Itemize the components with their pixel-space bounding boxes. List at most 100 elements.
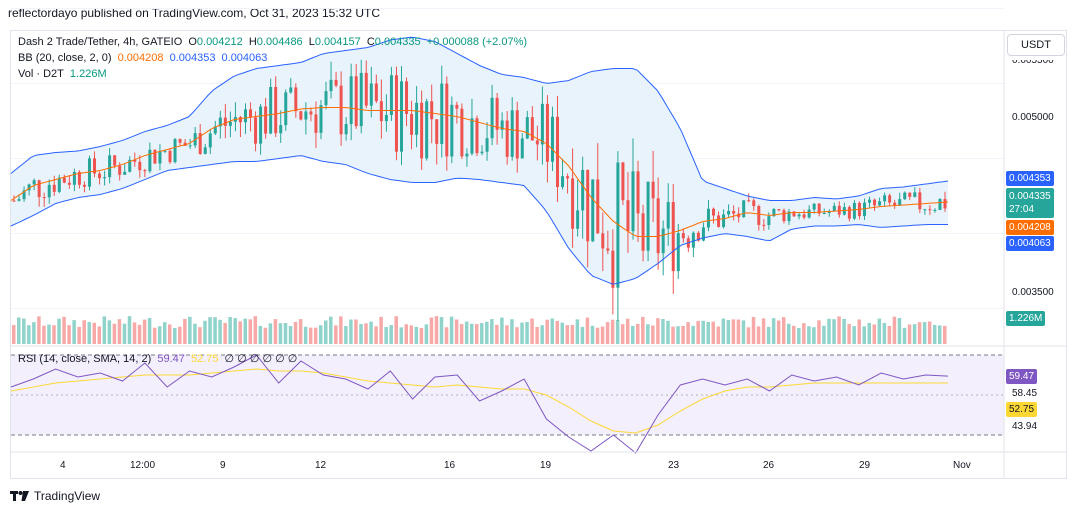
volume-bar [822,325,826,344]
volume-bar [580,326,585,344]
volume-bar [575,319,580,344]
volume-bar [268,323,273,344]
volume-bar [72,320,76,344]
legend-rsi-label: RSI (14, close, SMA, 14, 2) [18,353,152,365]
volume-bar [449,316,454,344]
volume-bar [27,325,31,344]
volume-bar [686,322,690,344]
bb-lower-line [10,155,948,285]
volume-bar [238,321,242,344]
volume-bar [786,323,791,344]
candle-body [626,200,630,232]
volume-bar [560,322,565,344]
candle-body [636,171,640,214]
candle-body [52,184,56,192]
volume-bar [364,323,368,344]
volume-bar [308,327,313,344]
volume-bar [555,320,560,344]
volume-bar [505,325,509,344]
candle-body [696,232,700,241]
volume-bar [656,318,660,344]
candle-body [933,209,937,211]
volume-bar [882,322,887,344]
volume-bar [746,327,751,344]
volume-bar [112,323,117,344]
candle-body [279,125,283,134]
rsi-tick-upper: 58.45 [1012,388,1038,399]
candle-body [465,153,469,157]
volume-bar [263,327,268,344]
price-tick-3500: 0.003500 [1012,287,1054,298]
volume-bar [651,325,655,344]
candle-body [747,200,751,202]
candle-body [324,91,328,106]
volume-bar [792,325,796,344]
candle-body [510,110,514,157]
candle-body [883,195,887,202]
candle-body [369,83,373,106]
candle-body [158,150,162,164]
candle-body [586,169,590,242]
volume-bar [127,316,132,344]
bb-upper-price-label: 0.004353 [1006,171,1054,186]
volume-bar [193,323,197,344]
legend-change: +0.000088 (+2.07%) [426,36,528,48]
volume-bar [932,324,937,344]
volume-bar [162,322,167,344]
volume-bar [585,317,590,344]
candle-body [420,102,424,159]
volume-bar [223,323,227,344]
volume-bar [741,320,746,344]
candle-body [535,140,539,145]
candle-body [722,214,726,227]
volume-bar [389,325,393,344]
candle-body [742,200,746,218]
bb-basis-price-label: 0.004208 [1006,220,1054,235]
candle-body [727,210,731,215]
candle-body [852,202,856,219]
volume-bar [208,317,212,344]
candle-body [42,197,46,199]
candle-body [530,117,534,141]
volume-bar [781,317,786,344]
volume-bar [812,327,816,344]
candle-body [812,203,816,210]
candle-body [908,192,912,197]
volume-bar [379,316,383,344]
candle-body [113,155,117,166]
candle-body [450,104,454,157]
candle-body [807,209,811,218]
volume-bar [359,323,363,344]
volume-bar [706,321,710,344]
candle-body [837,205,841,215]
rsi-line [10,354,949,454]
volume-bar [545,319,549,344]
volume-bar [374,326,378,344]
volume-bar [766,326,771,344]
candle-body [767,216,771,226]
currency-button[interactable]: USDT [1007,34,1065,56]
time-tick: 26 [763,460,775,471]
volume-bar [273,319,278,344]
candle-body [737,213,741,218]
volume-bar [178,326,182,344]
volume-bar [409,325,414,344]
volume-bar [439,317,444,344]
rsi-tick-lower: 43.94 [1012,421,1038,432]
candle-body [802,214,806,218]
candle-body [601,233,605,249]
candle-body [666,202,670,229]
volume-bar [168,324,172,344]
volume-bar [797,327,801,344]
volume-bar [696,320,700,344]
candles [12,59,947,321]
candle-body [168,150,172,163]
volume-bar [399,327,403,344]
volume-bar [480,323,484,344]
volume-bar [500,317,504,344]
candle-body [430,101,434,120]
volume-bar [334,325,338,344]
candle-body [455,104,459,109]
footer-brand[interactable]: TradingView [10,489,100,503]
